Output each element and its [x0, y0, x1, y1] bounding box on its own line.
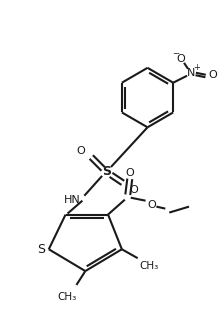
- Text: CH₃: CH₃: [57, 292, 76, 302]
- Text: O: O: [147, 200, 156, 210]
- Text: O: O: [129, 185, 138, 195]
- Text: CH₃: CH₃: [139, 261, 158, 271]
- Text: S: S: [37, 243, 45, 256]
- Text: O: O: [125, 168, 134, 178]
- Text: HN: HN: [64, 195, 81, 205]
- Text: O: O: [208, 70, 217, 80]
- Text: −: −: [172, 50, 179, 58]
- Text: O: O: [76, 146, 85, 156]
- Text: N: N: [187, 68, 195, 78]
- Text: O: O: [177, 54, 185, 64]
- Text: +: +: [193, 63, 200, 72]
- Text: S: S: [103, 165, 111, 178]
